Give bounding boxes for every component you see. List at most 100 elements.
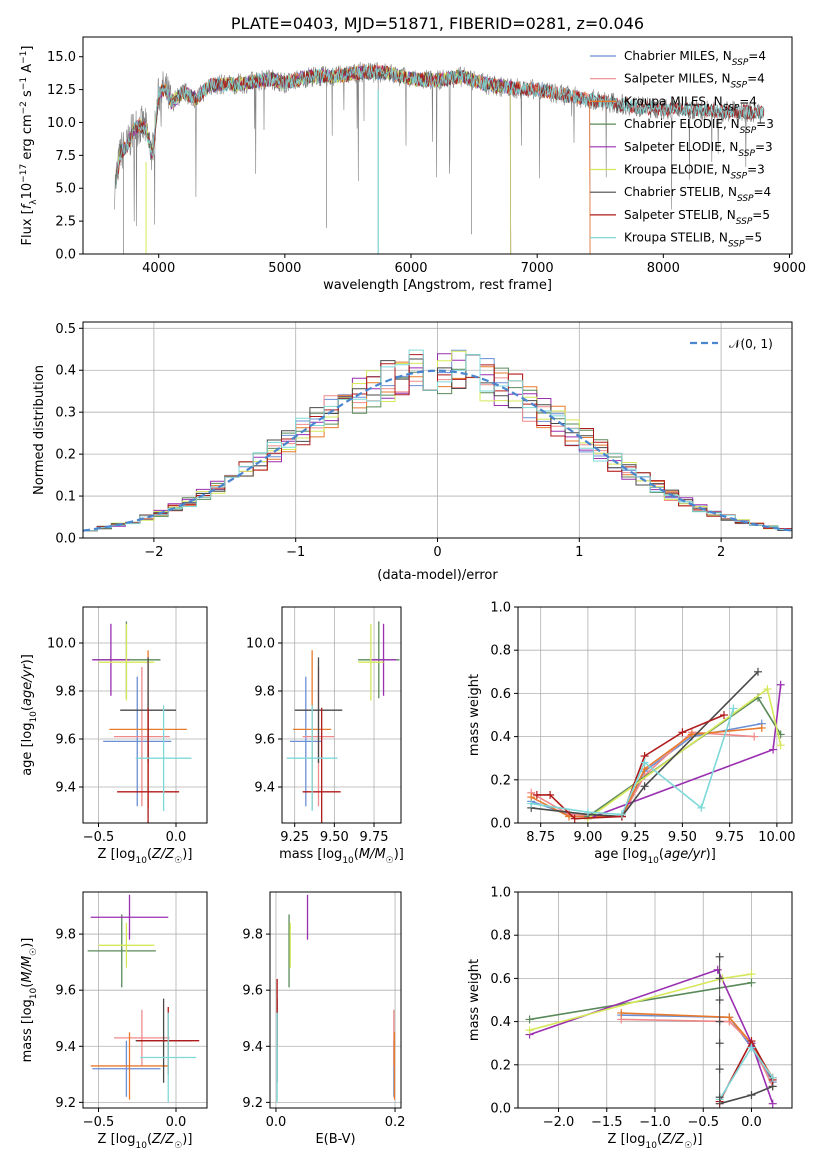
legend-label-part: SSP [731,172,748,182]
legend-label-part: Kroupa STELIB, N [624,231,728,245]
y-axis-label-part: )] [20,654,35,664]
x-axis-label-part: ( [147,1132,152,1147]
mass-weight-line [587,687,782,820]
legend-label: Chabrier STELIB, NSSP=4 [624,185,771,204]
x-axis-label-part: M/M [359,847,386,862]
x-axis-label-part: Z [log [98,847,136,862]
y-tick-label: 9.2 [242,1096,263,1111]
y-tick-label: 0.0 [490,817,511,832]
y-axis-label-part: −1 [19,51,29,64]
y-tick-label: 0.8 [490,929,511,944]
legend-label-part: =4 [739,94,757,108]
x-tick-label: 5000 [268,261,301,276]
legend-label: Kroupa ELODIE, NSSP=3 [624,163,765,182]
x-tick-label: 9.75 [360,830,389,845]
y-tick-label: 9.6 [55,733,76,748]
x-axis-label: mass [log10(M/M☉)] [279,847,404,866]
legend-label-part: =4 [754,185,772,199]
axes-frame [517,606,793,824]
legend-label-part: =3 [747,163,765,177]
y-axis-label-part: f [20,202,35,209]
y-tick-label: 10.0 [47,637,76,652]
y-axis-label-part: A [20,64,35,77]
x-axis-label-part: )] [182,847,192,862]
panel-massweight-vs-age: 8.75 9.00 9.25 9.50 9.75 10.00 0.0 0.2 0.4 0.6 0.8… [467,601,795,867]
x-axis-label: wavelength [Angstrom, rest frame] [323,278,552,293]
x-tick-label: 8000 [647,261,680,276]
x-axis-label-part: Z/Z [151,847,175,862]
x-axis-label-part: Z [log [608,1132,646,1147]
x-tick-label: −2.0 [543,1115,575,1130]
x-tick-label: −1.0 [639,1115,671,1130]
x-axis-label-part: 10 [645,1141,657,1151]
y-tick-label: 0.0 [490,1102,511,1117]
mass-weight-line [718,1046,774,1100]
x-axis-label-part: ☉ [174,1141,182,1151]
axes-frame [281,606,402,824]
x-tick-label: 1 [575,545,583,560]
y-axis-label: age [log10(age/yr)] [20,654,39,776]
legend-label-part: SSP [740,126,757,136]
x-tick-label: 2 [717,545,725,560]
mass-weight-line [530,722,762,818]
y-tick-label: 9.4 [55,781,76,796]
panel-residuals: −2 −1 0 1 2 0.0 0.1 0.2 0.3 0.4 0.5 (data-model)/er… [32,321,793,583]
y-tick-label: 0.8 [490,644,511,659]
axes-frame [269,891,402,1109]
y-axis-label-part: −17 [19,164,29,183]
plot-area [83,322,792,538]
y-axis-label-part: −1 [19,77,29,90]
y-tick-label: 9.6 [242,984,263,999]
y-axis-label: Flux [fλ10−17 erg cm−2 s−1 A−1] [19,46,39,246]
y-tick-label: 2.5 [55,215,76,230]
panel-age-vs-Z: −0.5 0.09.49.69.810.0Z [log10(Z/Z☉)]age [… [20,606,208,866]
y-tick-label: 10.0 [47,116,76,131]
legend-label-part: Chabrier MILES, N [624,49,732,63]
x-axis-label-part: ( [147,847,152,862]
legend-label-part: Chabrier ELODIE, N [624,117,740,131]
axes-frame [517,891,793,1109]
y-axis-label-part: M/M [20,956,35,983]
x-tick-label: 0 [433,545,441,560]
y-tick-label: 0.2 [490,773,511,788]
axes-frame [82,36,793,255]
y-axis-label-part: 10 [29,987,39,999]
y-tick-label: 0.4 [490,1015,511,1030]
x-axis-label-part: ( [354,847,359,862]
y-tick-label: 0.5 [55,322,76,337]
y-axis-label-part: s [20,90,35,101]
mass-weight-line [531,708,735,816]
x-axis-label-part: age [log [594,847,647,862]
x-axis-label-part: ☉ [174,856,182,866]
x-tick-label: 9.50 [668,830,697,845]
legend-label: Kroupa MILES, NSSP=4 [624,94,757,113]
y-tick-label: 9.2 [55,1096,76,1111]
axes-frame [82,606,208,824]
legend-label-part: SSP [731,81,748,91]
x-tick-label: 4000 [142,261,175,276]
plot-area [282,607,401,823]
legend-label: Kroupa STELIB, NSSP=5 [624,231,762,250]
legend-label-part: SSP [732,58,749,68]
legend-label-part: Kroupa MILES, N [624,94,723,108]
mass-weight-line [529,968,774,1104]
y-tick-label: 1.0 [490,601,511,616]
x-tick-label: 0.0 [266,1115,287,1130]
plot-area [83,607,207,823]
legend-label-part: Salpeter STELIB, N [624,208,736,222]
x-tick-label: −2 [144,545,163,560]
legend-label: Salpeter ELODIE, NSSP=3 [624,140,773,159]
x-tick-label: −0.5 [687,1115,719,1130]
x-tick-label: 8.75 [526,830,555,845]
x-axis-label-part: ( [659,847,664,862]
axes-frame [82,891,208,1109]
y-tick-label: 0.0 [55,532,76,547]
x-axis-label: Z [log10(Z/Z☉)] [98,1132,193,1151]
legend-label-part: =5 [744,231,762,245]
x-tick-label: −0.5 [83,830,115,845]
y-axis-label-part: ] [20,46,35,51]
mass-weight-line [719,1085,774,1105]
y-axis-label: mass [log10(M/M☉)] [20,938,39,1063]
axes-frame [82,321,793,539]
y-tick-label: 9.4 [242,1040,263,1055]
